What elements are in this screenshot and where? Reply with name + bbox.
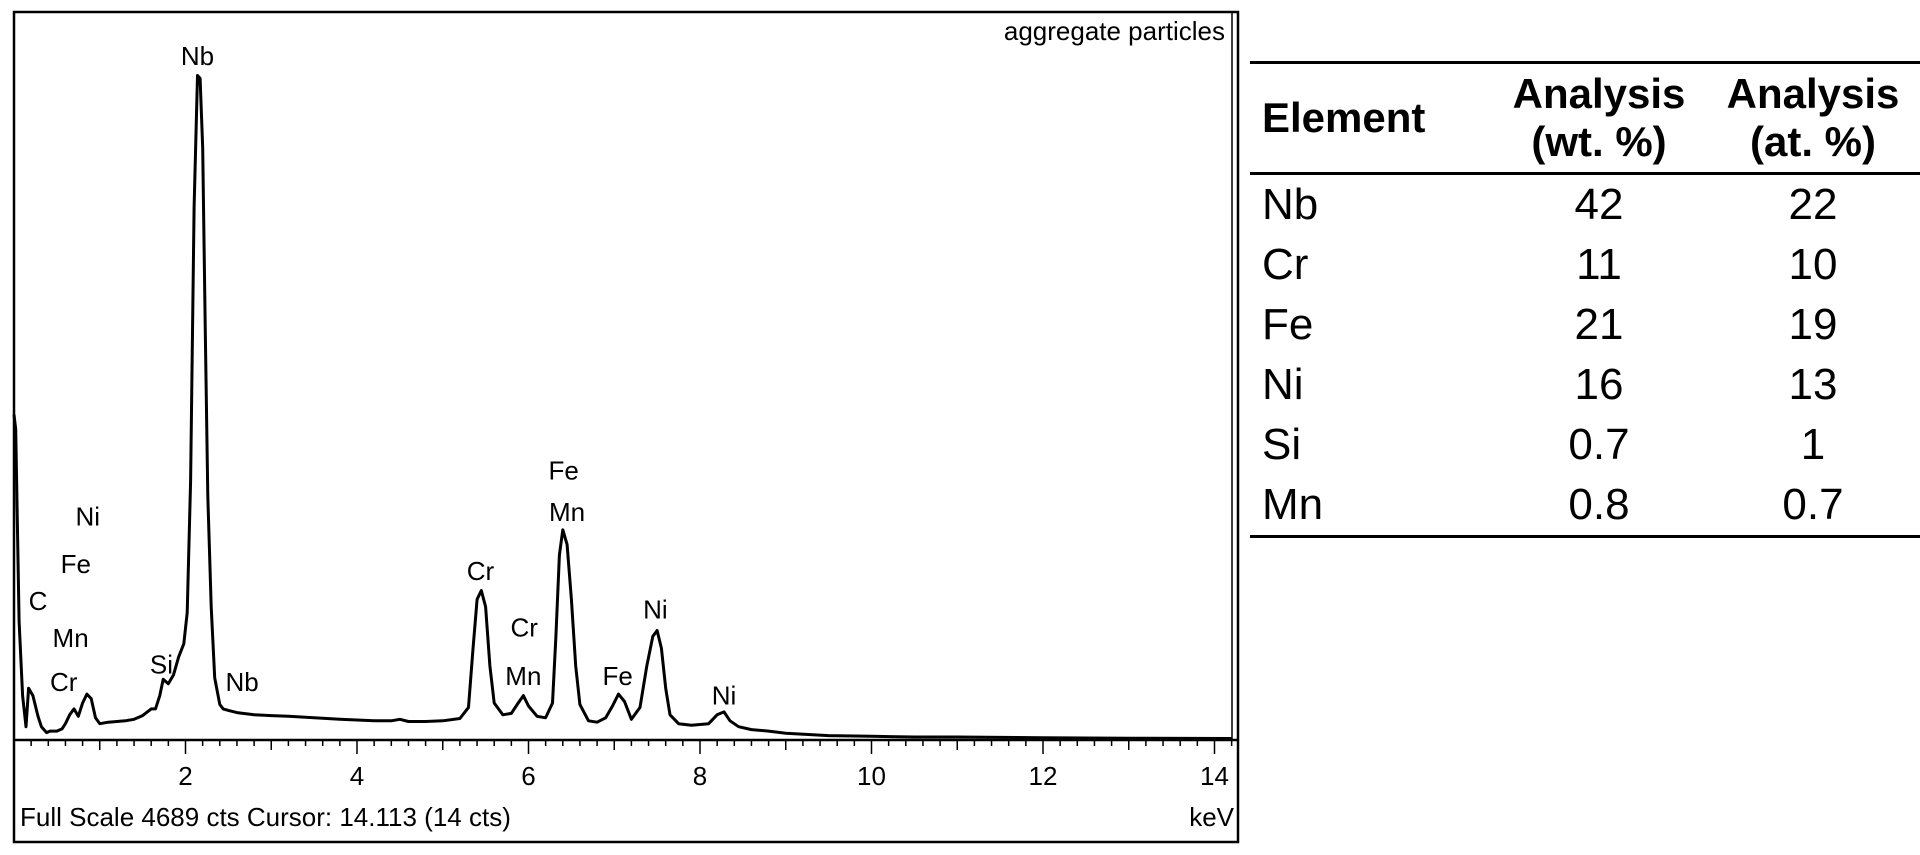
peak-label: Cr [510, 612, 538, 642]
cell-element: Si [1262, 420, 1302, 469]
cell-wt: 16 [1574, 360, 1624, 409]
cell-element: Mn [1250, 475, 1492, 538]
x-tick-label: 2 [178, 761, 192, 791]
header-element: Element [1250, 61, 1492, 175]
x-tick-label: 10 [857, 761, 886, 791]
x-tick-label: 6 [521, 761, 535, 791]
peak-label: Ni [643, 595, 668, 625]
cell-element: Cr [1262, 240, 1309, 289]
header-at-line1: Analysis [1726, 70, 1900, 117]
header-wt-line1: Analysis [1512, 70, 1686, 117]
chart-frame [12, 10, 1240, 844]
cell-wt: 11 [1576, 240, 1622, 289]
x-tick-label: 12 [1029, 761, 1058, 791]
header-analysis-at: Analysis (at. %) [1706, 61, 1920, 175]
x-axis-unit-label: keV [1189, 802, 1234, 832]
table-row: Nb 42 22 [1250, 174, 1920, 236]
cell-wt: 42 [1574, 180, 1624, 229]
cell-at: 10 [1788, 240, 1838, 289]
cell-at: 19 [1788, 300, 1838, 349]
peak-label: Ni [75, 501, 100, 531]
cell-wt: 0.8 [1492, 475, 1706, 538]
x-tick-label: 8 [693, 761, 707, 791]
cell-element: Ni [1262, 360, 1304, 409]
peak-label: Ni [712, 680, 737, 710]
cell-at: 0.7 [1706, 475, 1920, 538]
peak-label: Fe [548, 456, 578, 486]
peak-label: Mn [53, 623, 89, 653]
peak-label: Fe [61, 549, 91, 579]
peak-label: Nb [225, 667, 258, 697]
peak-label: Si [150, 649, 173, 679]
cell-at: 22 [1788, 180, 1838, 229]
cell-wt: 21 [1574, 300, 1624, 349]
spectrum-line [12, 74, 1232, 740]
peak-label: Mn [549, 497, 585, 527]
table-row: Ni 16 13 [1250, 355, 1920, 415]
table-row: Fe 21 19 [1250, 295, 1920, 355]
table-header-row: Element Analysis (wt. %) Analysis (at. %… [1250, 61, 1920, 175]
header-analysis-wt: Analysis (wt. %) [1492, 61, 1706, 175]
composition-table: Element Analysis (wt. %) Analysis (at. %… [1250, 61, 1920, 538]
x-tick-label: 14 [1200, 761, 1229, 791]
cell-element: Nb [1262, 180, 1319, 229]
header-wt-line2: (wt. %) [1531, 118, 1667, 165]
table-row: Si 0.7 1 [1250, 415, 1920, 475]
table-row: Cr 11 10 [1250, 235, 1920, 295]
peak-label: Nb [181, 41, 214, 71]
cell-wt: 0.7 [1568, 420, 1630, 469]
cell-element: Fe [1262, 300, 1314, 349]
header-at-line2: (at. %) [1750, 118, 1876, 165]
table-row: Mn 0.8 0.7 [1250, 475, 1920, 538]
peak-label: C [29, 586, 48, 616]
x-axis-ticks [13, 740, 1233, 754]
peak-label: Cr [467, 556, 495, 586]
peak-label: Fe [603, 661, 633, 691]
x-tick-label: 4 [350, 761, 364, 791]
peak-label: Mn [505, 661, 541, 691]
chart-footer-status: Full Scale 4689 cts Cursor: 14.113 (14 c… [20, 802, 511, 832]
x-axis-tick-labels: 2 4 6 8 10 12 14 [178, 761, 1229, 791]
peak-label: Cr [50, 667, 78, 697]
chart-title: aggregate particles [1004, 16, 1225, 46]
cell-at: 1 [1800, 420, 1826, 469]
cell-at: 13 [1788, 360, 1838, 409]
